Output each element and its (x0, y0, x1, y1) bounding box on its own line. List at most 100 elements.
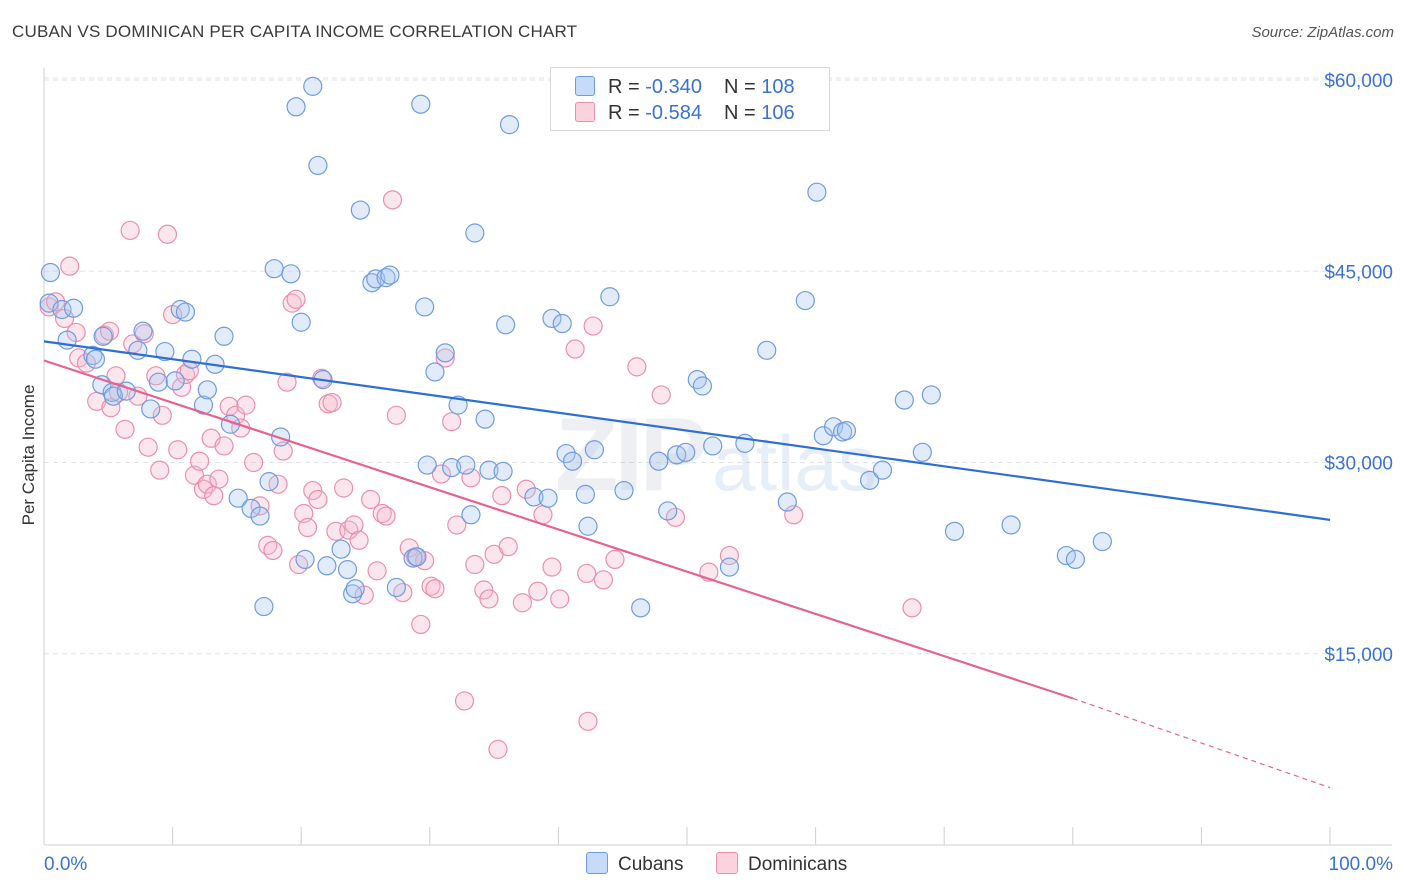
cubans-point (496, 315, 516, 335)
x-tick-label-start: 0.0% (44, 854, 87, 875)
cubans-point (600, 287, 620, 307)
dominicans-point (593, 570, 614, 590)
cubans-point (1092, 531, 1112, 552)
dominicans-point (550, 589, 570, 609)
dominicans-point (719, 545, 740, 566)
cubans-point (407, 547, 427, 567)
dominicans-point (168, 440, 188, 460)
cubans-point (128, 340, 148, 360)
watermark-atlas: atlas (712, 419, 877, 507)
chart-title: CUBAN VS DOMINICAN PER CAPITA INCOME COR… (12, 22, 578, 41)
cubans-point (303, 76, 323, 96)
cubans-point (475, 409, 495, 429)
cubans-point (456, 455, 476, 475)
cubans-point (170, 299, 190, 320)
dominicans-point (258, 535, 278, 555)
cubans-point (493, 461, 513, 482)
bottom-legend-dominicans: Dominicans (716, 852, 847, 876)
bottom-legend-cubans: Cubans (586, 852, 684, 876)
legend-n-value: 108 (761, 76, 795, 98)
trend-layer (43, 340, 1331, 789)
cubans-point (103, 386, 124, 406)
dominicans-point (308, 489, 328, 510)
legend-r-label: R = (608, 76, 646, 98)
cubans-point (214, 326, 234, 346)
dominicans-point (435, 348, 455, 368)
legend-n-value: 106 (761, 102, 795, 124)
cubans-point (165, 371, 185, 391)
cubans-point (250, 506, 270, 526)
cubans-point (362, 273, 382, 293)
y-axis-label: Per Capita Income (19, 385, 38, 526)
cubans-point (542, 308, 562, 329)
dominicans-point (431, 464, 451, 484)
bottom-legend-label-cubans: Cubans (618, 854, 684, 875)
dominicans-point (157, 224, 178, 244)
dominicans-point (349, 530, 369, 550)
dominicans-point (339, 520, 359, 540)
cubans-point (777, 492, 797, 512)
cubans-point (141, 399, 161, 419)
cubans-point (337, 559, 358, 580)
dominicans-point (528, 581, 548, 601)
dominicans-point (303, 480, 323, 501)
cubans-point (380, 265, 400, 285)
legend-r-label: R = (608, 102, 646, 124)
cubans-point (479, 460, 499, 480)
y-tick-label: $45,000 (1324, 262, 1393, 283)
cubans-point (575, 484, 596, 504)
watermark: ZIP atlas (555, 397, 877, 513)
dominicans-point (442, 412, 462, 432)
cubans-point (562, 451, 583, 471)
dominicans-point (115, 419, 135, 439)
dominicans-point (447, 515, 467, 535)
legend-r-value: -0.340 (645, 76, 702, 98)
dominicans-point (108, 382, 129, 402)
dominicans-point (286, 289, 306, 309)
dominicans-point (454, 691, 475, 711)
cubans-point (538, 488, 558, 508)
dominicans-point (289, 554, 309, 575)
dominicans-point (263, 540, 283, 561)
dominicans-point (193, 479, 214, 499)
dominicans-point (298, 517, 318, 538)
dominicans-point (565, 339, 585, 359)
y-tick-label: $15,000 (1324, 645, 1393, 666)
dominicans-point (361, 489, 381, 510)
y-tick-label: $30,000 (1324, 454, 1393, 475)
cubans-point (676, 442, 696, 462)
cubans-point (912, 442, 932, 462)
dominicans-point (474, 580, 494, 600)
bottom-legend-label-dominicans: Dominicans (748, 854, 848, 875)
dominicans-point (244, 452, 264, 473)
dominicans-point (605, 549, 625, 570)
dominicans-point (138, 437, 158, 457)
dominicans-points (39, 190, 922, 759)
cubans-point (366, 269, 386, 289)
cubans-point (228, 488, 248, 508)
cubans-point (1001, 515, 1021, 535)
cubans-point (133, 321, 153, 341)
dominicans-point (627, 357, 647, 377)
source-label: Source: ZipAtlas.com (1251, 24, 1394, 41)
dominicans-point (120, 220, 140, 241)
dominicans-point (45, 292, 66, 312)
cubans-point (860, 470, 880, 490)
cubans-point (703, 436, 723, 456)
dominicans-point (382, 190, 403, 210)
dominicans-point (282, 293, 302, 313)
cubans-point (944, 521, 965, 541)
cubans-point (63, 298, 84, 318)
dominicans-point (583, 316, 603, 336)
dominicans-trendline-extension (1072, 697, 1331, 789)
legend-row-dominicans: R = -0.584 N = 106 (575, 102, 795, 124)
label-layer: $15,000 $30,000 $45,000 $60,000 0.0% 100.0% Pe… (19, 71, 1393, 875)
stats-legend: R = -0.340 N = 108 R = -0.584 N = 106 (550, 67, 830, 131)
cubans-point (295, 549, 315, 570)
cubans-point (254, 596, 274, 617)
cubans-point (872, 460, 893, 480)
cubans-point (807, 182, 827, 202)
cubans-points (39, 76, 1112, 618)
cubans-point (85, 349, 106, 369)
